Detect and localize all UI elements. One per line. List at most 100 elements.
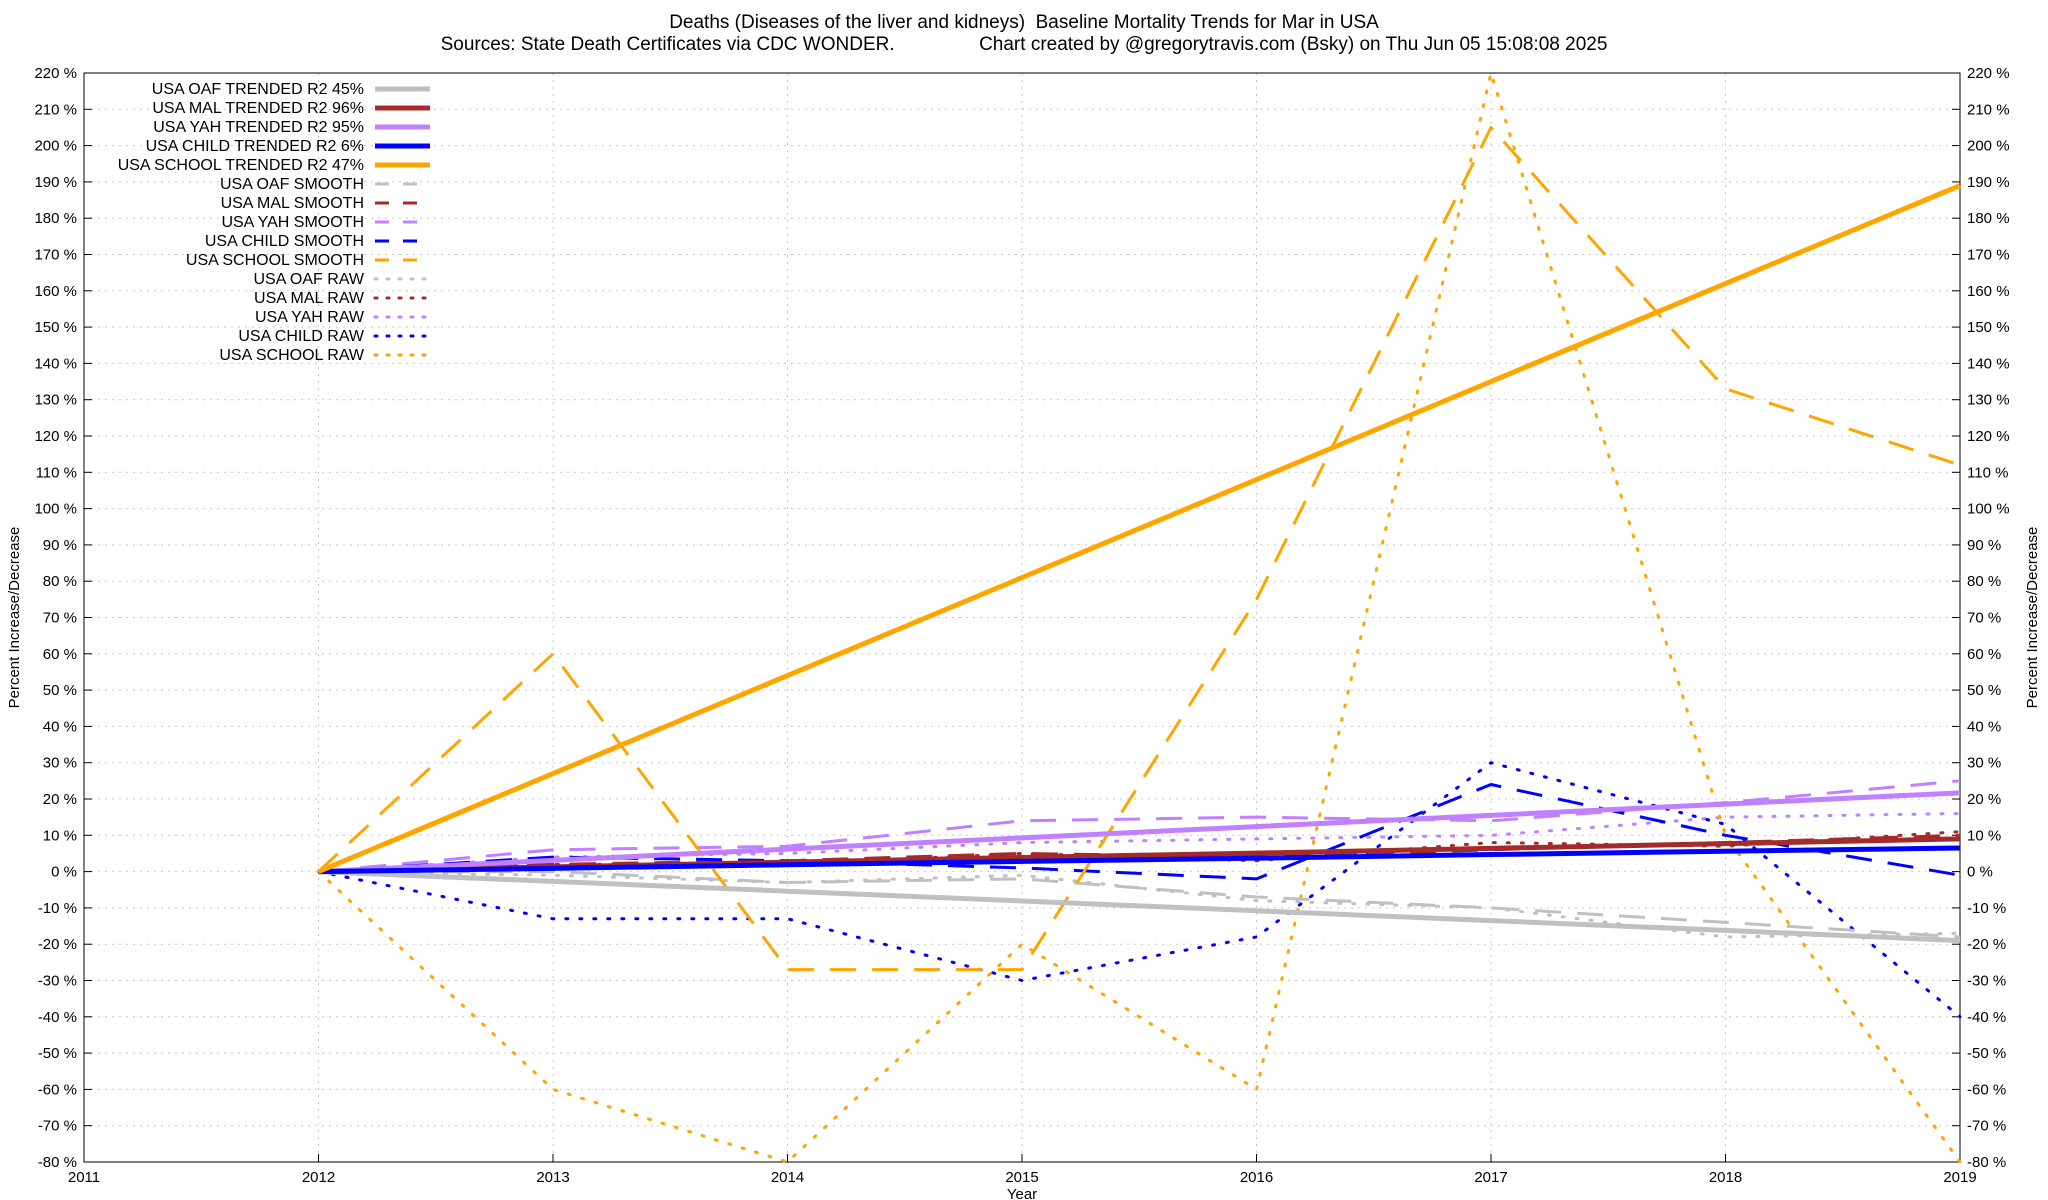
- y-tick-label-left: 150 %: [34, 319, 77, 336]
- y-tick-label-left: 170 %: [34, 247, 77, 264]
- y-tick-label-right: -60 %: [1967, 1081, 2006, 1098]
- y-tick-label-left: 140 %: [34, 355, 77, 372]
- y-tick-label-right: -40 %: [1967, 1009, 2006, 1026]
- y-tick-label-left: 210 %: [34, 101, 77, 118]
- series-line-3: [318, 845, 1961, 875]
- y-tick-label-left: -10 %: [38, 900, 77, 917]
- y-tick-label-right: -30 %: [1967, 973, 2006, 990]
- legend-label: USA OAF SMOOTH: [220, 176, 364, 193]
- y-tick-label-left: 70 %: [43, 610, 77, 627]
- y-tick-label-right: 40 %: [1967, 718, 2001, 735]
- y-tick-label-left: 160 %: [34, 283, 77, 300]
- legend-label: USA SCHOOL TRENDED R2 47%: [118, 157, 364, 174]
- y-tick-label-right: 200 %: [1967, 138, 2010, 155]
- x-tick-label: 2019: [1943, 1169, 1976, 1186]
- y-tick-label-right: 210 %: [1967, 101, 2010, 118]
- y-tick-label-left: 130 %: [34, 392, 77, 409]
- y-tick-label-left: 200 %: [34, 138, 77, 155]
- series-line-4: [317, 183, 1961, 874]
- legend-label: USA SCHOOL SMOOTH: [186, 252, 364, 269]
- y-tick-label-right: 170 %: [1967, 247, 2010, 264]
- series-line-13: [317, 761, 1962, 1019]
- x-tick-label: 2016: [1240, 1169, 1273, 1186]
- y-tick-label-left: 30 %: [43, 755, 77, 772]
- series-line-2: [318, 790, 1961, 875]
- y-tick-label-left: 80 %: [43, 573, 77, 590]
- y-axis-label-right: Percent Increase/Decrease: [2024, 527, 2041, 709]
- y-tick-label-right: 60 %: [1967, 646, 2001, 663]
- legend: USA OAF TRENDED R2 45% USA MAL TRENDED R2…: [118, 81, 432, 364]
- y-tick-label-right: 110 %: [1967, 464, 2008, 481]
- y-tick-label-right: -20 %: [1967, 936, 2006, 953]
- grid: [83, 72, 1961, 1163]
- y-tick-label-left: -70 %: [38, 1118, 77, 1135]
- y-tick-label-left: 20 %: [43, 791, 77, 808]
- series-line-10: [317, 870, 1962, 939]
- x-tick-label: 2011: [68, 1169, 100, 1186]
- y-tick-label-right: -50 %: [1967, 1045, 2006, 1062]
- y-tick-label-right: 190 %: [1967, 174, 2010, 191]
- y-tick-label-left: 180 %: [34, 210, 77, 227]
- legend-label: USA CHILD SMOOTH: [205, 233, 364, 250]
- y-tick-label-right: 50 %: [1967, 682, 2001, 699]
- y-tick-label-left: -30 %: [38, 973, 77, 990]
- y-tick-label-left: 120 %: [34, 428, 77, 445]
- x-tick-label: 2013: [536, 1169, 569, 1186]
- y-tick-label-right: 140 %: [1967, 355, 2010, 372]
- x-tick-label: 2015: [1005, 1169, 1038, 1186]
- y-tick-label-left: -50 %: [38, 1045, 77, 1062]
- y-tick-label-right: 160 %: [1967, 283, 2010, 300]
- y-tick-label-right: 180 %: [1967, 210, 2010, 227]
- x-axis-label: Year: [1007, 1186, 1037, 1200]
- y-tick-label-right: 150 %: [1967, 319, 2010, 336]
- y-tick-label-right: 70 %: [1967, 610, 2001, 627]
- y-tick-label-left: 10 %: [43, 827, 77, 844]
- y-tick-label-right: 130 %: [1967, 392, 2010, 409]
- y-tick-label-left: 90 %: [43, 537, 77, 554]
- y-tick-label-left: -20 %: [38, 936, 77, 953]
- legend-label: USA OAF TRENDED R2 45%: [152, 81, 364, 98]
- series-line-7: [318, 779, 1961, 874]
- legend-label: USA CHILD RAW: [238, 328, 365, 345]
- legend-label: USA MAL RAW: [254, 290, 365, 307]
- legend-label: USA YAH SMOOTH: [221, 214, 364, 231]
- x-tick-label: 2017: [1474, 1169, 1507, 1186]
- y-tick-label-right: 80 %: [1967, 573, 2001, 590]
- legend-label: USA OAF RAW: [253, 271, 364, 288]
- legend-label: USA YAH TRENDED R2 95%: [153, 119, 364, 136]
- y-tick-label-left: 190 %: [34, 174, 77, 191]
- y-tick-label-right: -70 %: [1967, 1118, 2006, 1135]
- series-group: [317, 71, 1962, 1164]
- y-tick-label-right: 100 %: [1967, 501, 2010, 518]
- series-line-9: [317, 125, 1961, 972]
- legend-label: USA SCHOOL RAW: [219, 347, 365, 364]
- x-tick-label: 2018: [1709, 1169, 1742, 1186]
- y-tick-label-left: 60 %: [43, 646, 77, 663]
- y-tick-label-left: 220 %: [34, 65, 77, 82]
- y-tick-label-left: -60 %: [38, 1081, 77, 1098]
- series-line-0: [318, 869, 1961, 944]
- y-tick-label-right: 120 %: [1967, 428, 2010, 445]
- y-tick-label-left: 40 %: [43, 718, 77, 735]
- legend-label: USA YAH RAW: [255, 309, 365, 326]
- chart-subtitle: Sources: State Death Certificates via CD…: [440, 34, 1608, 55]
- legend-label: USA CHILD TRENDED R2 6%: [146, 138, 364, 155]
- y-tick-label-left: -40 %: [38, 1009, 77, 1026]
- y-axis-label-left: Percent Increase/Decrease: [6, 527, 23, 709]
- y-tick-label-right: -80 %: [1967, 1154, 2006, 1171]
- y-tick-label-left: -80 %: [38, 1154, 77, 1171]
- axis-ticks: -80 % -80 % -70 % -70 % -60 % -60 % -50 % -50 %…: [34, 65, 2009, 1186]
- y-tick-label-right: 30 %: [1967, 755, 2001, 772]
- y-tick-label-right: 10 %: [1967, 827, 2001, 844]
- y-tick-label-right: 220 %: [1967, 65, 2010, 82]
- y-tick-label-right: 0 %: [1967, 864, 1993, 881]
- y-tick-label-left: 50 %: [43, 682, 77, 699]
- x-tick-label: 2014: [771, 1169, 804, 1186]
- x-tick-label: 2012: [302, 1169, 335, 1186]
- legend-label: USA MAL TRENDED R2 96%: [152, 100, 364, 117]
- y-tick-label-right: 20 %: [1967, 791, 2001, 808]
- y-tick-label-left: 100 %: [34, 501, 77, 518]
- y-tick-label-right: 90 %: [1967, 537, 2001, 554]
